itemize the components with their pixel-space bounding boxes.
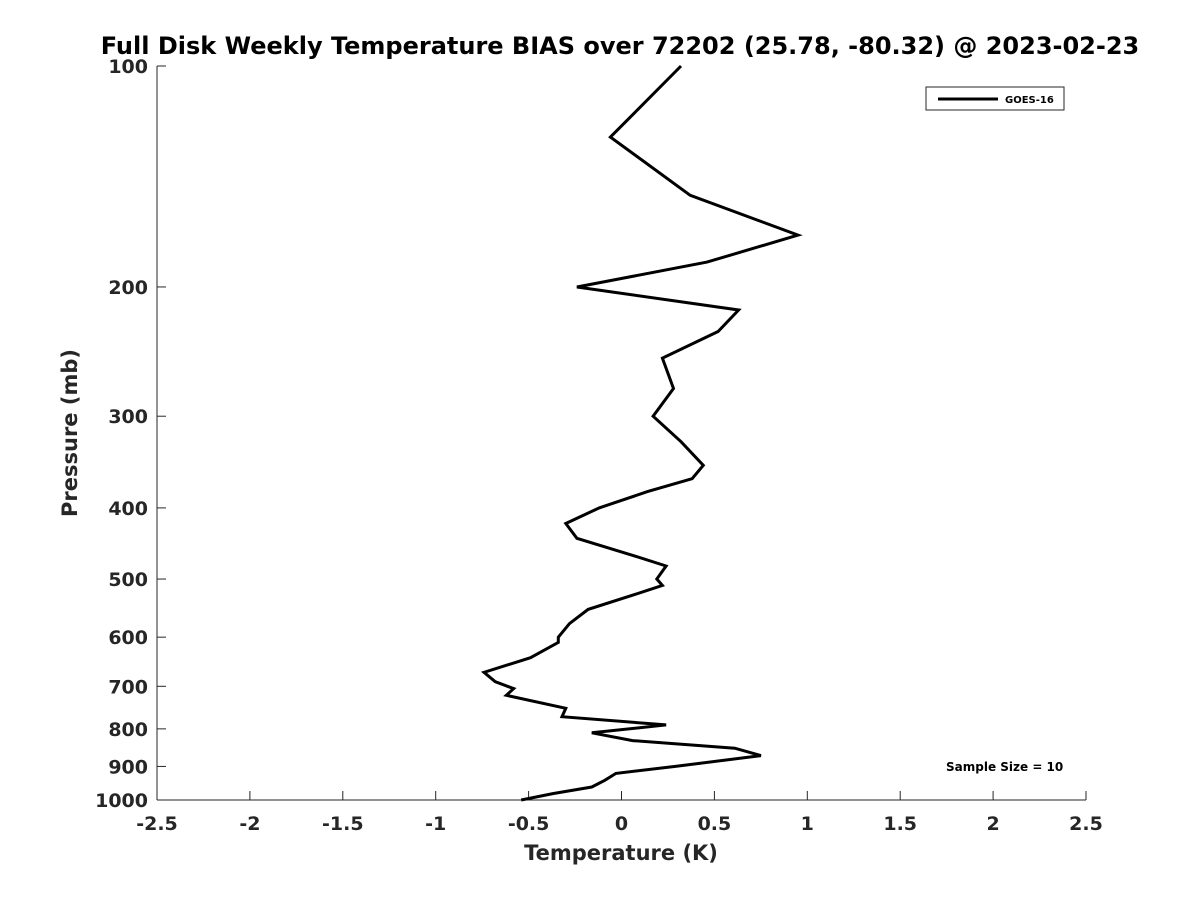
series-line-goes-16 bbox=[480, 64, 803, 802]
sample-size-annotation: Sample Size = 10 bbox=[946, 760, 1063, 774]
chart-title: Full Disk Weekly Temperature BIAS over 7… bbox=[101, 32, 1140, 60]
x-tick-label: 0.5 bbox=[698, 813, 732, 835]
x-ticks: -2.5 -2 -1.5 -1 -0.5 0 0.5 1 1.5 2 2.5 bbox=[136, 791, 1103, 835]
series-group bbox=[480, 64, 803, 802]
y-axis-label: Pressure (mb) bbox=[58, 349, 82, 517]
x-tick-label: -0.5 bbox=[508, 813, 550, 835]
x-tick-label: 2.5 bbox=[1069, 813, 1103, 835]
y-tick-label: 800 bbox=[108, 719, 148, 741]
x-tick-label: 1 bbox=[801, 813, 814, 835]
y-tick-label: 700 bbox=[108, 676, 148, 698]
y-tick-label: 1000 bbox=[95, 790, 148, 812]
x-tick-label: -2 bbox=[239, 813, 260, 835]
y-tick-label: 500 bbox=[108, 569, 148, 591]
x-tick-label: 2 bbox=[986, 813, 999, 835]
y-tick-label: 100 bbox=[108, 56, 148, 78]
x-tick-label: 0 bbox=[615, 813, 628, 835]
y-tick-label: 200 bbox=[108, 277, 148, 299]
y-tick-label: 900 bbox=[108, 756, 148, 778]
y-tick-label: 300 bbox=[108, 406, 148, 428]
legend-label-goes-16: GOES-16 bbox=[1005, 95, 1054, 106]
y-tick-label: 600 bbox=[108, 627, 148, 649]
x-axis-label: Temperature (K) bbox=[524, 841, 718, 865]
y-tick-label: 400 bbox=[108, 498, 148, 520]
legend: GOES-16 bbox=[925, 86, 1065, 111]
x-tick-label: -1 bbox=[425, 813, 446, 835]
x-tick-label: -2.5 bbox=[136, 813, 178, 835]
x-tick-label: 1.5 bbox=[883, 813, 917, 835]
x-tick-label: -1.5 bbox=[322, 813, 364, 835]
y-ticks: 100 200 300 400 500 600 700 800 900 1000 bbox=[95, 56, 166, 812]
